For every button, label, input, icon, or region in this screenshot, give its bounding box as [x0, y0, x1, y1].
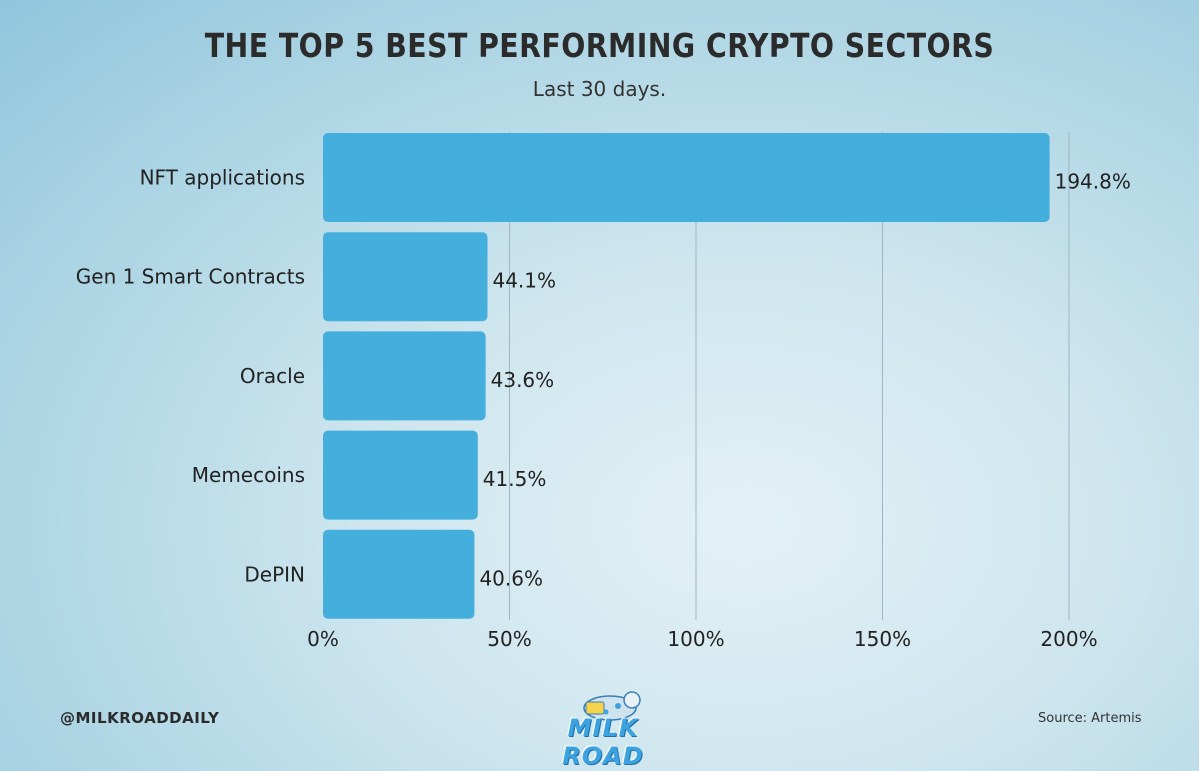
bars: [323, 133, 1050, 619]
x-tick-label: 100%: [667, 627, 724, 651]
twitter-handle: @MILKROADDAILY: [60, 709, 220, 727]
category-label: Memecoins: [192, 463, 305, 487]
value-label: 194.8%: [1055, 170, 1131, 194]
logo-text: MILK ROAD: [562, 714, 644, 770]
source-note: Source: Artemis: [1038, 711, 1142, 726]
x-tick-label: 0%: [307, 627, 339, 651]
labels: 0% 50% 100% 150% 200% NFT applications 194.8% G…: [76, 166, 1131, 652]
value-label: 40.6%: [479, 566, 543, 590]
milk-road-mascot-icon: [583, 691, 641, 721]
bar: [323, 430, 478, 520]
milk-road-logo: MILK ROAD: [548, 686, 658, 770]
category-label: NFT applications: [140, 166, 305, 190]
bar: [323, 232, 488, 322]
bar: [323, 331, 486, 421]
bar: [323, 529, 475, 619]
category-label: Gen 1 Smart Contracts: [76, 265, 305, 289]
value-label: 43.6%: [491, 368, 555, 392]
value-label: 44.1%: [492, 269, 556, 293]
bar: [323, 133, 1050, 222]
chart-subtitle: Last 30 days.: [532, 77, 667, 101]
x-tick-label: 200%: [1040, 627, 1097, 651]
value-label: 41.5%: [483, 467, 547, 491]
category-label: Oracle: [240, 364, 305, 388]
x-tick-label: 50%: [487, 627, 531, 651]
chart-title: THE TOP 5 BEST PERFORMING CRYPTO SECTORS: [204, 26, 995, 65]
x-tick-label: 150%: [854, 627, 911, 651]
category-label: DePIN: [244, 562, 305, 586]
